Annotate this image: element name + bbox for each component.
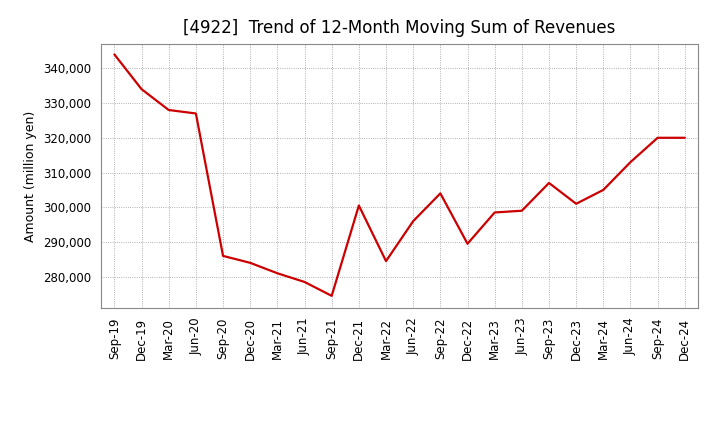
Title: [4922]  Trend of 12-Month Moving Sum of Revenues: [4922] Trend of 12-Month Moving Sum of R…: [184, 19, 616, 37]
Y-axis label: Amount (million yen): Amount (million yen): [24, 110, 37, 242]
